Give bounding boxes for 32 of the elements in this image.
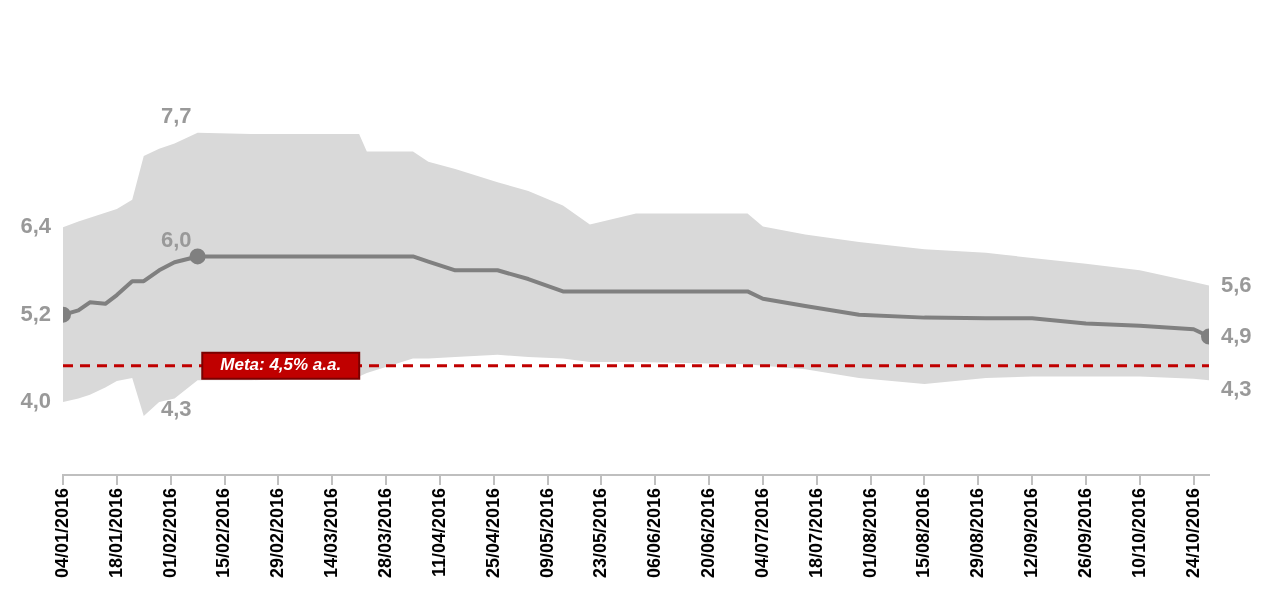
- x-tick-label: 20/06/2016: [698, 487, 719, 579]
- x-tick-label: 29/08/2016: [967, 487, 988, 579]
- x-tick-label: 15/08/2016: [913, 487, 934, 579]
- x-tick-label: 01/08/2016: [859, 487, 880, 579]
- x-tick-label: 09/05/2016: [536, 487, 557, 579]
- data-label: 6,0: [161, 226, 192, 252]
- data-label: 4,9: [1221, 322, 1252, 348]
- annotation: 6,4: [20, 213, 52, 239]
- x-tick-label: 25/04/2016: [482, 487, 503, 579]
- annotation: 4,3: [1221, 376, 1252, 402]
- x-tick-label: 14/03/2016: [321, 487, 342, 579]
- x-tick-label: 06/06/2016: [644, 487, 665, 579]
- x-tick-label: 26/09/2016: [1074, 487, 1095, 579]
- x-tick-label: 23/05/2016: [590, 487, 611, 579]
- data-label: 5,2: [20, 300, 51, 326]
- x-tick-label: 10/10/2016: [1128, 487, 1149, 579]
- annotation: 7,7: [161, 102, 192, 128]
- x-tick-label: 18/07/2016: [805, 487, 826, 579]
- annotation: 4,3: [161, 396, 192, 422]
- ref-line-label: Meta: 4,5% a.a.: [220, 355, 342, 375]
- x-tick-label: 28/03/2016: [375, 487, 395, 579]
- x-tick-label: 15/02/2016: [213, 487, 234, 579]
- annotation: 5,6: [1221, 271, 1252, 297]
- x-tick-label: 18/01/2016: [105, 487, 126, 579]
- x-tick-label: 04/07/2016: [751, 487, 772, 579]
- x-tick-label: 11/04/2016: [428, 487, 449, 578]
- x-tick-label: 12/09/2016: [1021, 487, 1042, 579]
- x-tick-label: 01/02/2016: [159, 487, 180, 579]
- annotation: 4,0: [20, 388, 51, 414]
- x-tick-label: 04/01/2016: [51, 487, 72, 579]
- x-tick-label: 24/10/2016: [1182, 487, 1203, 579]
- x-tick-label: 29/02/2016: [267, 487, 288, 579]
